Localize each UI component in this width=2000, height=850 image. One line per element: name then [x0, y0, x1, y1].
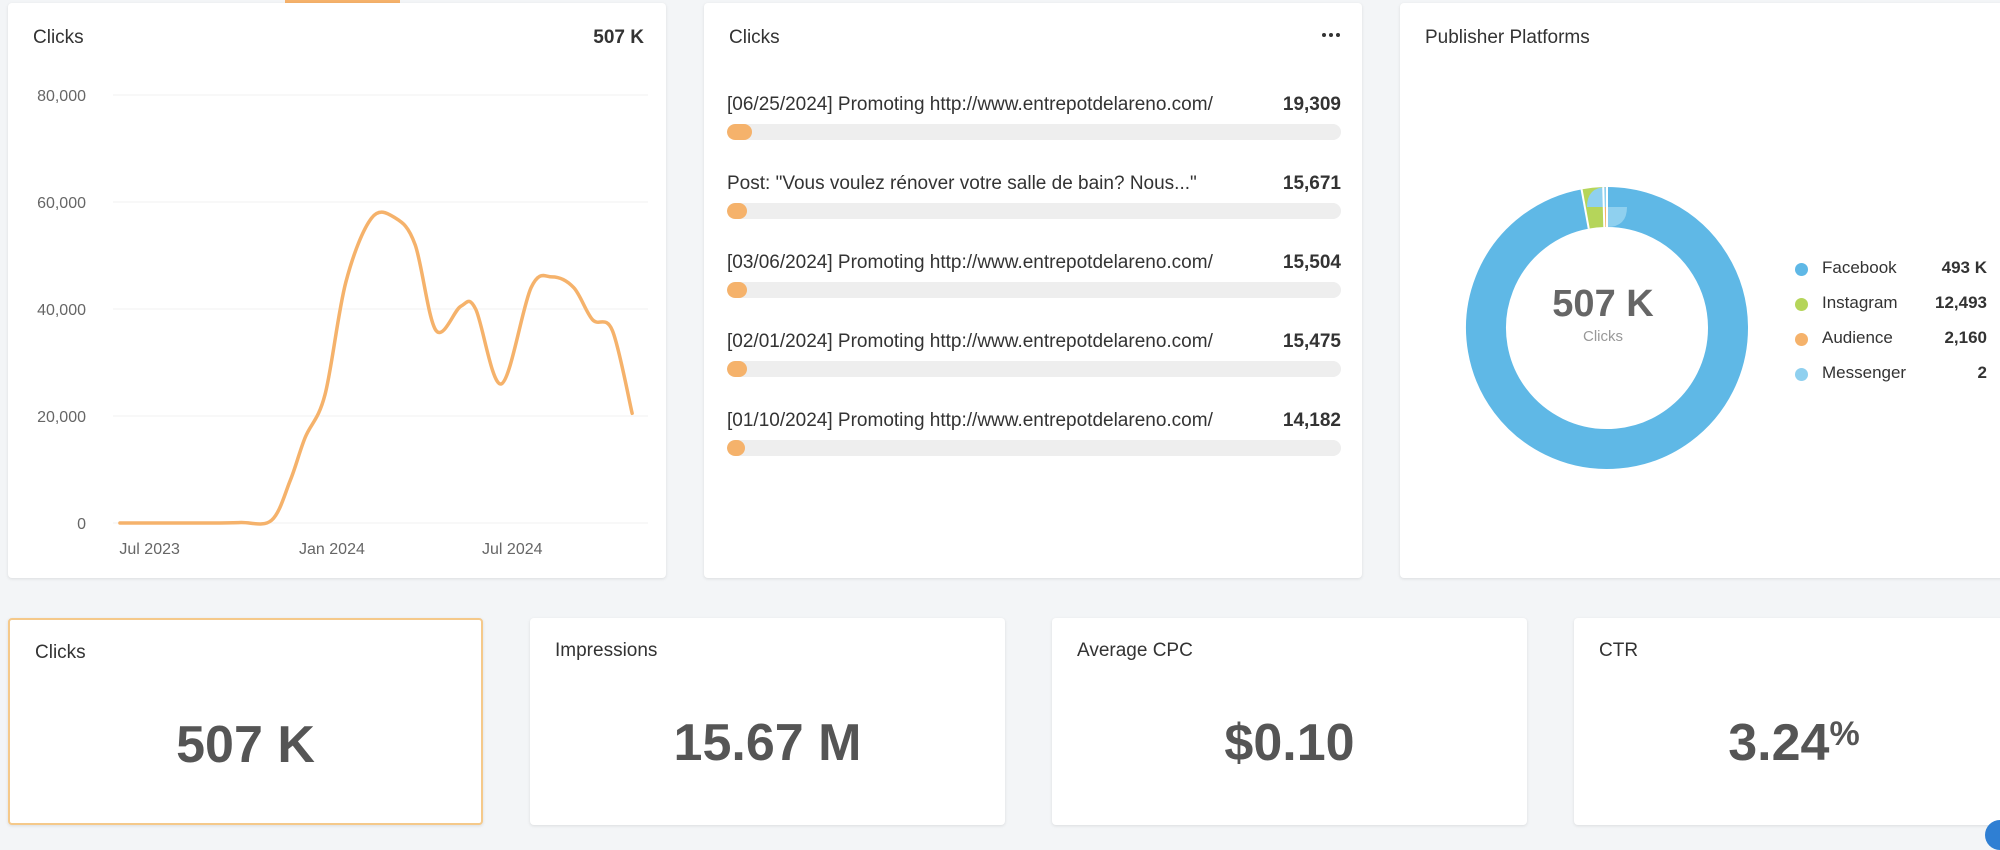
legend-value: 2,160 — [1944, 328, 1987, 348]
post-label: Post: "Vous voulez rénover votre salle d… — [727, 173, 1197, 195]
legend-item-audience[interactable]: Audience 2,160 — [1795, 327, 1987, 362]
post-progress-bar — [727, 282, 1341, 298]
y-tick-label: 80,000 — [37, 88, 86, 105]
legend-label: Facebook — [1822, 258, 1897, 278]
post-value: 19,309 — [1283, 94, 1341, 116]
post-progress-fill — [727, 440, 745, 456]
legend-item-facebook[interactable]: Facebook 493 K — [1795, 257, 1987, 292]
legend-label: Instagram — [1822, 293, 1898, 313]
legend-dot — [1795, 298, 1808, 311]
kpi-clicks-card[interactable]: Clicks 507 K — [8, 618, 483, 825]
x-tick-label: Jan 2024 — [299, 541, 365, 558]
clicks-line-chart-card: 80,000 60,000 40,000 20,000 0 Jul 2023 Jan 202… — [8, 3, 666, 578]
x-tick-label: Jul 2023 — [119, 541, 180, 558]
post-label: [01/10/2024] Promoting http://www.entrep… — [727, 410, 1213, 432]
kpi-ctr-label: CTR — [1599, 640, 1638, 662]
post-value: 15,475 — [1283, 331, 1341, 353]
post-value: 15,671 — [1283, 173, 1341, 195]
kpi-clicks-value: 507 K — [10, 715, 481, 775]
kpi-ctr-card[interactable]: CTR 3.24% — [1574, 618, 2000, 825]
legend-label: Messenger — [1822, 363, 1906, 383]
post-progress-bar — [727, 124, 1341, 140]
post-progress-fill — [727, 203, 747, 219]
legend-value: 12,493 — [1935, 293, 1987, 313]
kpi-ctr-unit: % — [1829, 715, 1859, 753]
kpi-cpc-card[interactable]: Average CPC $0.10 — [1052, 618, 1527, 825]
post-progress-bar — [727, 440, 1341, 456]
legend-item-messenger[interactable]: Messenger 2 — [1795, 362, 1987, 397]
post-value: 14,182 — [1283, 410, 1341, 432]
kpi-ctr-value-wrap: 3.24% — [1574, 713, 2000, 773]
legend-value: 493 K — [1942, 258, 1987, 278]
y-tick-label: 60,000 — [37, 195, 86, 212]
donut-separator — [1603, 187, 1604, 227]
clicks-line-chart: 80,000 60,000 40,000 20,000 0 Jul 2023 Jan 202… — [8, 3, 666, 578]
kpi-ctr-value: 3.24 — [1728, 714, 1829, 772]
post-label: [06/25/2024] Promoting http://www.entrep… — [727, 94, 1213, 116]
post-label: [02/01/2024] Promoting http://www.entrep… — [727, 331, 1213, 353]
post-value: 15,504 — [1283, 252, 1341, 274]
kpi-cpc-label: Average CPC — [1077, 640, 1193, 662]
donut-slice-instagram[interactable] — [1585, 207, 1604, 209]
top-posts-card: Clicks [06/25/2024] Promoting http://www… — [704, 3, 1362, 578]
legend-dot — [1795, 263, 1808, 276]
legend-dot — [1795, 368, 1808, 381]
line-card-title: Clicks — [33, 27, 84, 49]
kpi-cpc-value: $0.10 — [1052, 713, 1527, 773]
kpi-impressions-value: 15.67 M — [530, 713, 1005, 773]
series-line[interactable] — [120, 212, 632, 524]
post-progress-bar — [727, 361, 1341, 377]
donut-center-label: Clicks — [1458, 328, 1748, 345]
post-label: [03/06/2024] Promoting http://www.entrep… — [727, 252, 1213, 274]
publisher-platforms-card: Publisher Platforms 507 K Clicks Faceboo… — [1400, 3, 2000, 578]
legend-dot — [1795, 333, 1808, 346]
legend-item-instagram[interactable]: Instagram 12,493 — [1795, 292, 1987, 327]
x-tick-label: Jul 2024 — [482, 541, 543, 558]
kpi-impressions-card[interactable]: Impressions 15.67 M — [530, 618, 1005, 825]
post-progress-fill — [727, 361, 747, 377]
publisher-legend: Facebook 493 K Instagram 12,493 Audience… — [1795, 257, 1987, 397]
donut-center-value: 507 K — [1458, 283, 1748, 326]
line-card-total: 507 K — [593, 27, 644, 49]
more-options-icon[interactable] — [1322, 33, 1340, 37]
legend-label: Audience — [1822, 328, 1893, 348]
post-progress-fill — [727, 282, 747, 298]
post-progress-bar — [727, 203, 1341, 219]
y-tick-label: 20,000 — [37, 409, 86, 426]
y-tick-label: 0 — [77, 516, 86, 533]
kpi-impressions-label: Impressions — [555, 640, 657, 662]
donut-center: 507 K Clicks — [1458, 283, 1748, 345]
y-tick-label: 40,000 — [37, 302, 86, 319]
legend-value: 2 — [1978, 363, 1987, 383]
posts-card-title: Clicks — [729, 27, 780, 49]
kpi-clicks-label: Clicks — [35, 642, 86, 664]
post-progress-fill — [727, 124, 752, 140]
